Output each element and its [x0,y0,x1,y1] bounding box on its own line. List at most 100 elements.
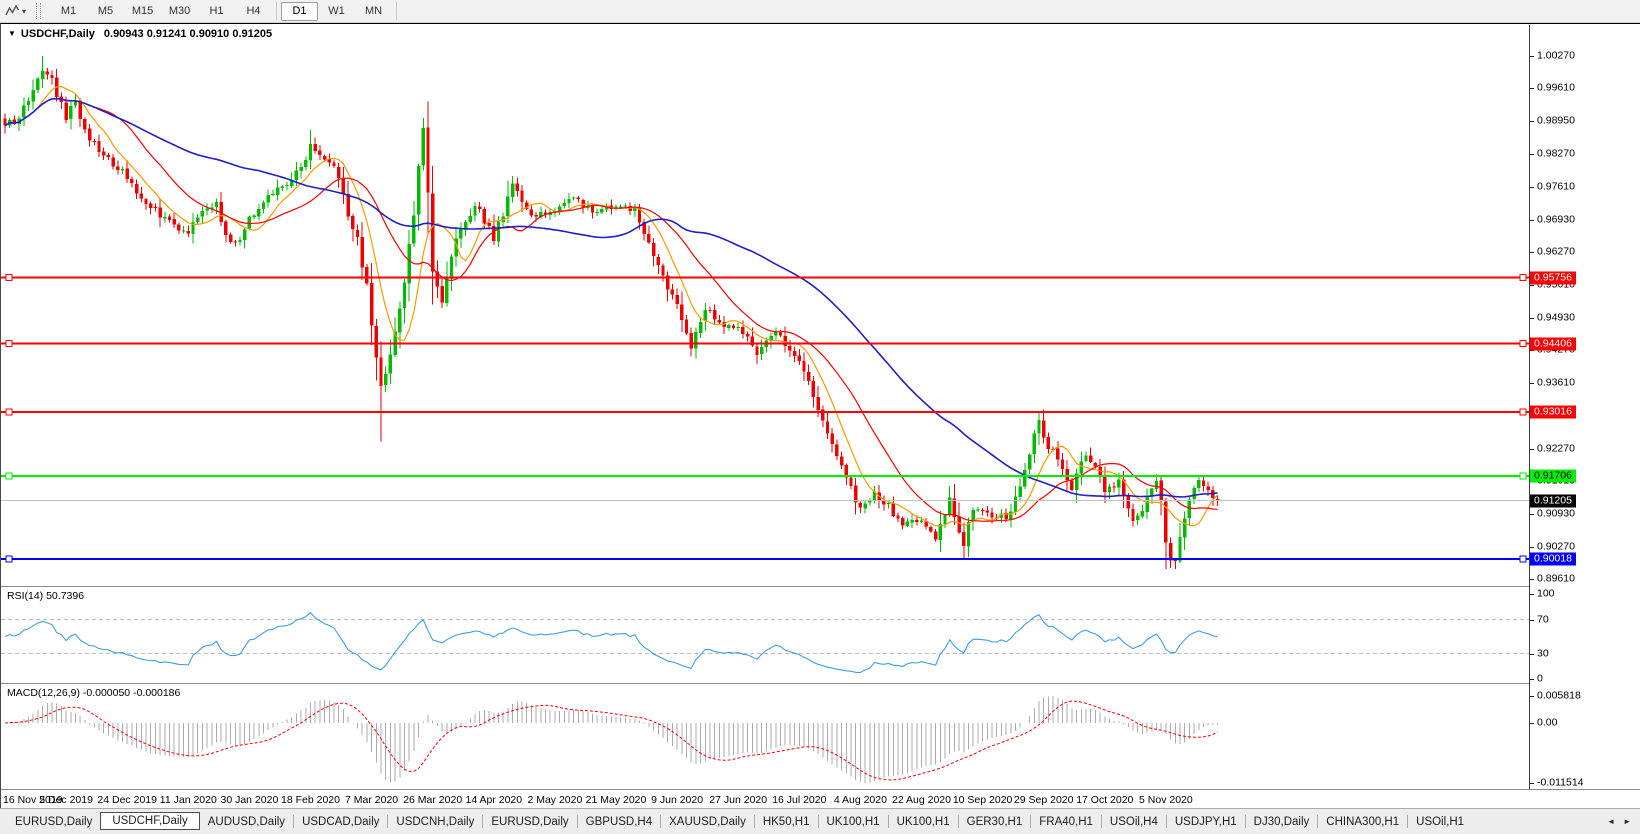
price-axis-label: 0.96930 [1537,213,1575,226]
line-handle [5,555,13,563]
date-axis-label: 21 May 2020 [585,794,647,806]
rsi-axis-tick [1530,654,1534,655]
tab-separator [576,815,578,828]
chart-tab-usdchf-daily[interactable]: USDCHF,Daily [100,811,200,830]
chart-tabs-bar: EURUSD,Daily USDCHF,Daily AUDUSD,Daily USDC… [0,808,1640,834]
tab-separator [887,815,889,828]
date-axis-label: 2 May 2020 [527,794,583,806]
tab-nav-arrows: ◄ ► [1603,817,1640,826]
timeframe-button-m15[interactable]: M15 [131,4,154,17]
date-axis-label: 27 Jun 2020 [709,794,768,806]
tab-scroll-left-icon[interactable]: ◄ [1607,817,1616,826]
chart-tab-china300-h1[interactable]: CHINA300,H1 [1326,815,1400,828]
chart-tab-gbpusd-h4[interactable]: GBPUSD,H4 [585,815,653,828]
chart-tab-usdcnh-daily[interactable]: USDCNH,Daily [396,815,475,828]
price-axis-label: 0.95610 [1537,278,1575,291]
macd-panel-plot[interactable] [1,685,1529,789]
price-axis-tick [1530,252,1534,254]
tab-separator [482,815,484,828]
chart-tab-uk100-h1[interactable]: UK100,H1 [826,815,880,828]
date-axis-label: 29 Sep 2020 [1013,794,1074,806]
timeframe-button-h4[interactable]: H4 [246,4,261,17]
rsi-axis-label: 0 [1537,672,1543,685]
tab-separator [1244,815,1246,828]
panel-separator[interactable] [1,586,1640,587]
chart-tab-audusd-daily[interactable]: AUDUSD,Daily [207,815,286,828]
tab-separator [957,815,959,828]
timeframe-button-h1[interactable]: H1 [209,4,224,17]
chart-collapse-arrow[interactable]: ▼ [8,29,16,38]
macd-indicator-label: MACD(12,26,9) -0.000050 -0.000186 [7,687,181,699]
timeframe-button-d1[interactable]: D1 [281,1,319,21]
timeframe-button-m1[interactable]: M1 [60,4,77,17]
line-handle [1519,472,1527,480]
rsi-axis-label: 100 [1537,587,1555,600]
macd-signal-line [4,700,1218,781]
date-axis-label: 4 Aug 2020 [833,794,887,806]
tab-scroll-right-icon[interactable]: ► [1623,817,1631,826]
timeframe-button-m5[interactable]: M5 [97,4,114,17]
chart-tab-eurusd-daily[interactable]: EURUSD,Daily [15,815,93,828]
price-axis-label: 0.99610 [1537,81,1575,94]
price-level-badge: 0.94406 [1530,337,1576,351]
panel-separator [1,789,1640,790]
dropdown-caret-icon[interactable]: ▾ [22,6,27,16]
chart-tab-dj30-daily[interactable]: DJ30,Daily [1253,815,1310,828]
chart-symbol-period: USDCHF,Daily [20,28,95,40]
chart-tab-usoil-h4[interactable]: USOil,H4 [1109,815,1158,828]
rsi-line [4,611,1218,674]
date-axis-label: 5 Nov 2020 [1139,794,1193,806]
date-axis-label: 26 Mar 2020 [403,794,463,806]
date-axis-label: 7 Mar 2020 [345,794,399,806]
chart-tab-usdjpy-h1[interactable]: USDJPY,H1 [1174,815,1237,828]
price-axis-label: 0.98270 [1537,147,1575,160]
price-axis-label: 0.93610 [1537,376,1575,389]
current-price-badge: 0.91205 [1530,494,1576,508]
price-level-badge: 0.91706 [1530,469,1576,483]
timeframe-button-mn[interactable]: MN [364,4,383,17]
tab-separator [387,815,389,828]
price-level-badge: 0.95756 [1530,271,1576,284]
tab-separator [1030,815,1032,828]
line-handle [1519,555,1527,563]
panel-separator[interactable] [1,683,1640,684]
macd-axis-label: 0.00 [1537,716,1558,729]
date-axis-label: 16 Jul 2020 [772,794,827,806]
date-axis-label: 16 Nov 2019 [3,794,63,806]
date-axis[interactable]: 16 Nov 2019 5 Dec 2019 24 Dec 2019 11 Jan 2… [1,791,1529,807]
timeframe-button-m30[interactable]: M30 [168,4,191,17]
rsi-axis-label: 70 [1537,613,1549,625]
rsi-panel-plot[interactable] [1,588,1529,683]
date-axis-label: 5 Dec 2019 [39,794,93,806]
line-handle [5,472,13,480]
toolbar-separator [276,2,278,20]
chart-tab-eurusd-daily[interactable]: EURUSD,Daily [491,815,569,828]
chart-tab-xauusd-daily[interactable]: XAUUSD,Daily [669,815,746,828]
chart-tab-hk50-h1[interactable]: HK50,H1 [762,815,810,828]
chart-tab-usdcad-daily[interactable]: USDCAD,Daily [302,815,380,828]
timeframe-button-w1[interactable]: W1 [328,4,345,17]
rsi-axis-tick [1530,619,1534,621]
chart-tab-uk100-h1[interactable]: UK100,H1 [896,815,950,828]
price-chart-plot[interactable] [1,25,1529,586]
line-handle [5,274,13,281]
date-axis-label: 30 Jan 2020 [220,794,279,806]
line-handle [5,340,13,348]
chart-tab-fra40-h1[interactable]: FRA40,H1 [1039,815,1093,828]
tab-separator [293,815,295,828]
date-axis-label: 17 Oct 2020 [1076,794,1134,806]
date-axis-label: 24 Dec 2019 [97,794,157,806]
ma-slow-blue [4,97,1218,498]
chart-tab-usoil-h1[interactable]: USOil,H1 [1416,815,1465,828]
price-axis-tick [1530,318,1534,319]
toolbar-grip[interactable] [36,3,42,19]
line-handle [1519,340,1527,348]
price-axis[interactable]: 1.00270 0.99610 0.98950 0.98270 0.97610 0.969… [1529,25,1640,789]
price-axis-label: 0.90270 [1537,540,1575,553]
price-axis-label: 0.92270 [1537,442,1575,454]
chart-tab-ger30-h1[interactable]: GER30,H1 [966,815,1023,828]
rsi-axis-label: 30 [1537,647,1549,660]
chart-tools-icon[interactable] [5,4,20,18]
timeframe-buttons: M1 M5 M15 M30 H1 H4 D1 W1 MN [50,1,401,21]
tab-separator [753,815,755,828]
